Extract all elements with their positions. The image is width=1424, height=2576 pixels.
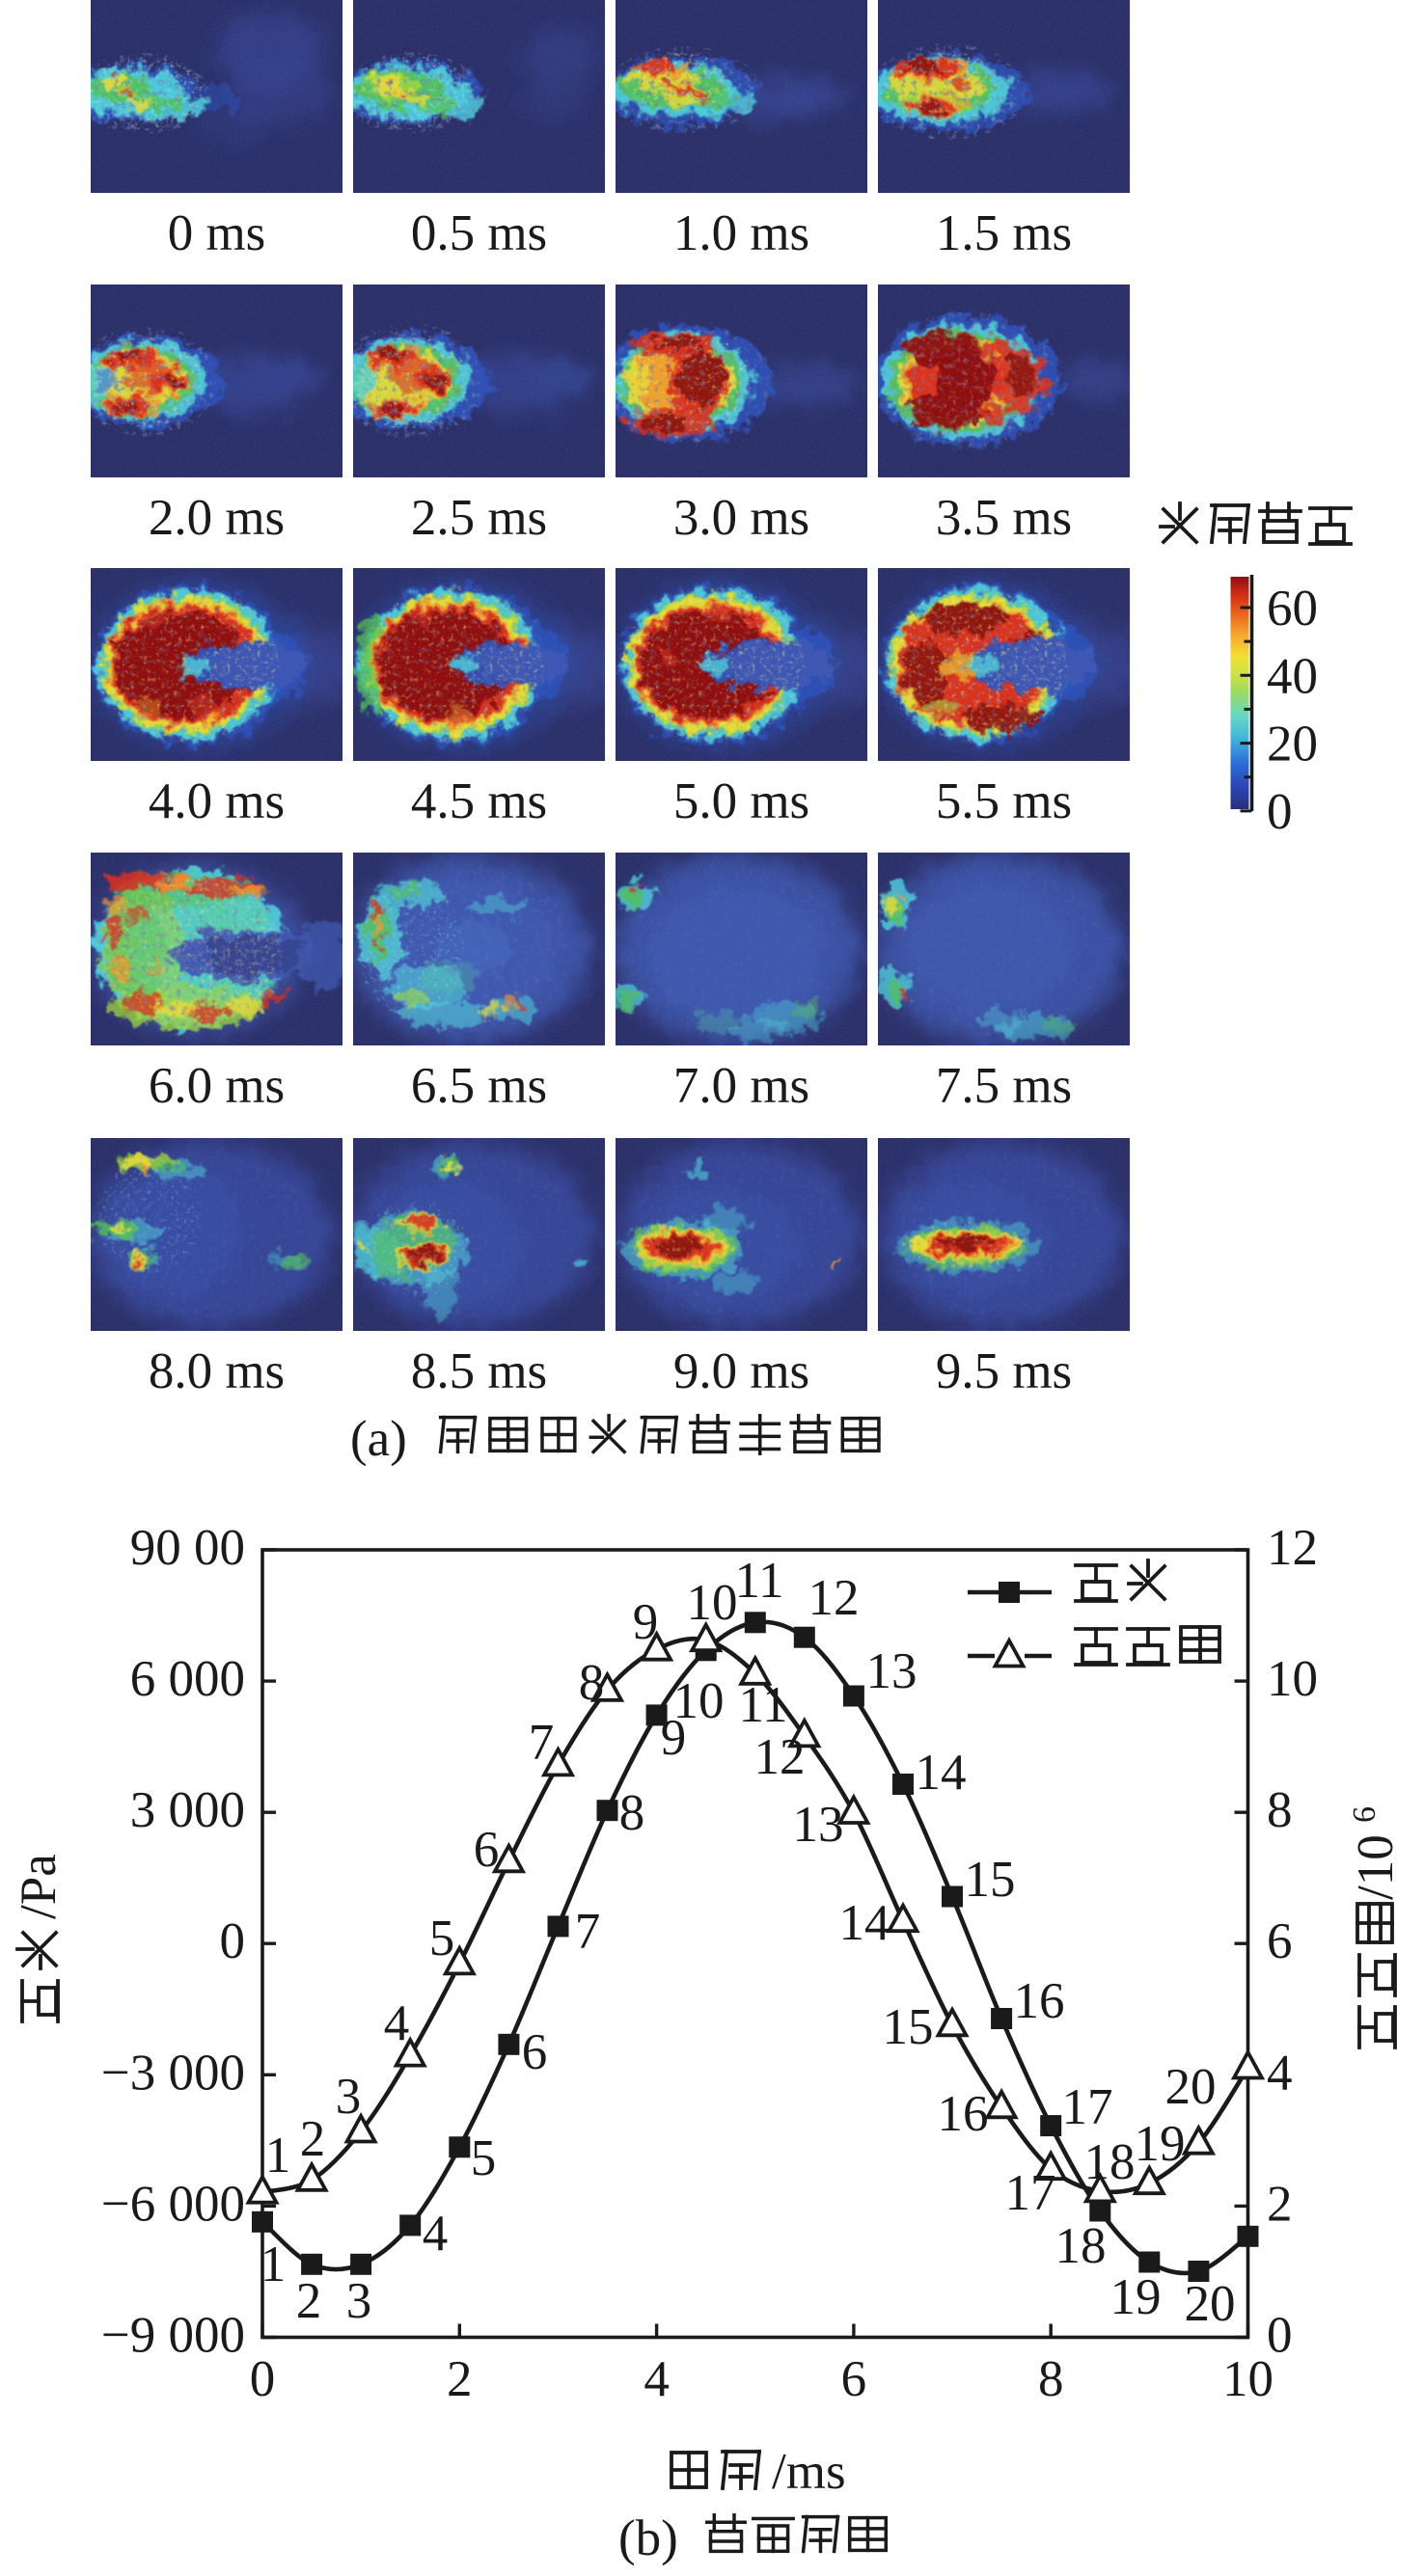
svg-text:8: 8: [579, 1655, 605, 1711]
svg-text:0: 0: [220, 1913, 246, 1969]
svg-text:14: 14: [839, 1895, 890, 1951]
svg-text:19: 19: [1110, 2269, 1162, 2325]
svg-text:9.0 ms: 9.0 ms: [673, 1343, 809, 1399]
svg-text:9: 9: [661, 1710, 687, 1766]
svg-text:1: 1: [260, 2237, 287, 2292]
svg-text:8.0 ms: 8.0 ms: [149, 1343, 285, 1399]
svg-text:2.0 ms: 2.0 ms: [149, 490, 285, 546]
svg-text:6: 6: [1347, 1806, 1383, 1823]
svg-text:7: 7: [575, 1904, 601, 1960]
svg-text:11: 11: [734, 1553, 783, 1609]
svg-text:0: 0: [250, 2351, 276, 2407]
svg-text:2: 2: [300, 2111, 326, 2167]
svg-text:4: 4: [1267, 2045, 1293, 2101]
svg-text:/10: /10: [1348, 1834, 1404, 1900]
svg-text:15: 15: [965, 1852, 1016, 1908]
svg-text:4.0 ms: 4.0 ms: [149, 773, 285, 829]
svg-text:3: 3: [346, 2273, 372, 2329]
svg-text:12: 12: [1267, 1520, 1318, 1576]
svg-text:10: 10: [1222, 2351, 1273, 2407]
svg-text:12: 12: [754, 1729, 806, 1785]
svg-text:2: 2: [296, 2273, 322, 2329]
svg-text:5.5 ms: 5.5 ms: [936, 773, 1072, 829]
svg-text:15: 15: [883, 1999, 934, 2055]
svg-text:6: 6: [474, 1822, 500, 1878]
svg-text:/ms: /ms: [772, 2444, 846, 2500]
svg-text:(b): (b): [618, 2510, 678, 2566]
svg-text:13: 13: [866, 1643, 917, 1699]
svg-text:1.5 ms: 1.5 ms: [936, 205, 1072, 261]
svg-text:3.5 ms: 3.5 ms: [936, 490, 1072, 546]
svg-text:60: 60: [1267, 581, 1318, 637]
svg-text:−9 000: −9 000: [101, 2308, 245, 2364]
svg-text:18: 18: [1055, 2218, 1107, 2274]
svg-text:5: 5: [471, 2130, 497, 2186]
svg-text:(a): (a): [350, 1411, 407, 1467]
svg-text:20: 20: [1267, 717, 1318, 773]
svg-text:20: 20: [1185, 2276, 1236, 2332]
svg-text:4: 4: [423, 2206, 449, 2262]
svg-text:2.5 ms: 2.5 ms: [411, 490, 547, 546]
svg-text:1.0 ms: 1.0 ms: [673, 205, 809, 261]
svg-text:4: 4: [384, 1995, 410, 2051]
svg-text:11: 11: [738, 1677, 787, 1733]
svg-text:40: 40: [1267, 648, 1318, 704]
svg-text:6.0 ms: 6.0 ms: [149, 1058, 285, 1114]
svg-text:6.5 ms: 6.5 ms: [411, 1058, 547, 1114]
svg-text:16: 16: [1014, 1973, 1065, 2029]
svg-text:6: 6: [841, 2351, 867, 2407]
svg-text:19: 19: [1135, 2116, 1186, 2172]
svg-text:18: 18: [1084, 2134, 1136, 2190]
svg-text:14: 14: [916, 1745, 967, 1801]
svg-text:3 000: 3 000: [130, 1782, 245, 1838]
svg-text:−6 000: −6 000: [101, 2176, 245, 2232]
svg-text:9: 9: [633, 1594, 659, 1650]
svg-text:2: 2: [1267, 2176, 1293, 2232]
svg-text:6: 6: [1267, 1913, 1293, 1969]
svg-text:4: 4: [644, 2351, 670, 2407]
svg-text:6: 6: [522, 2024, 548, 2080]
svg-text:0: 0: [1267, 784, 1293, 840]
svg-text:10: 10: [673, 1673, 725, 1729]
svg-text:4.5 ms: 4.5 ms: [411, 773, 547, 829]
svg-text:3.0 ms: 3.0 ms: [673, 490, 809, 546]
svg-text:9.5 ms: 9.5 ms: [936, 1343, 1072, 1399]
svg-text:16: 16: [938, 2086, 989, 2142]
svg-text:8: 8: [1267, 1782, 1293, 1838]
svg-text:17: 17: [1005, 2165, 1056, 2221]
svg-text:8.5 ms: 8.5 ms: [411, 1343, 547, 1399]
svg-text:3: 3: [336, 2069, 362, 2125]
svg-text:7.0 ms: 7.0 ms: [673, 1058, 809, 1114]
svg-text:5.0 ms: 5.0 ms: [673, 773, 809, 829]
svg-text:10: 10: [1267, 1651, 1318, 1707]
svg-text:−3 000: −3 000: [101, 2045, 245, 2101]
svg-text:0.5 ms: 0.5 ms: [411, 205, 547, 261]
svg-text:8: 8: [1038, 2351, 1064, 2407]
svg-text:/Pa: /Pa: [11, 1854, 67, 1919]
svg-text:10: 10: [687, 1575, 738, 1631]
svg-text:1: 1: [265, 2128, 291, 2183]
svg-text:13: 13: [793, 1797, 844, 1853]
svg-text:7.5 ms: 7.5 ms: [936, 1058, 1072, 1114]
svg-text:0 ms: 0 ms: [168, 205, 266, 261]
svg-text:90 00: 90 00: [130, 1520, 245, 1576]
svg-text:5: 5: [429, 1911, 455, 1966]
svg-text:7: 7: [529, 1715, 555, 1771]
svg-text:12: 12: [808, 1570, 860, 1626]
svg-text:0: 0: [1267, 2308, 1293, 2364]
svg-text:17: 17: [1062, 2079, 1113, 2135]
svg-text:20: 20: [1165, 2059, 1217, 2115]
svg-text:6 000: 6 000: [130, 1651, 245, 1707]
svg-text:2: 2: [447, 2351, 473, 2407]
svg-text:8: 8: [619, 1785, 645, 1841]
